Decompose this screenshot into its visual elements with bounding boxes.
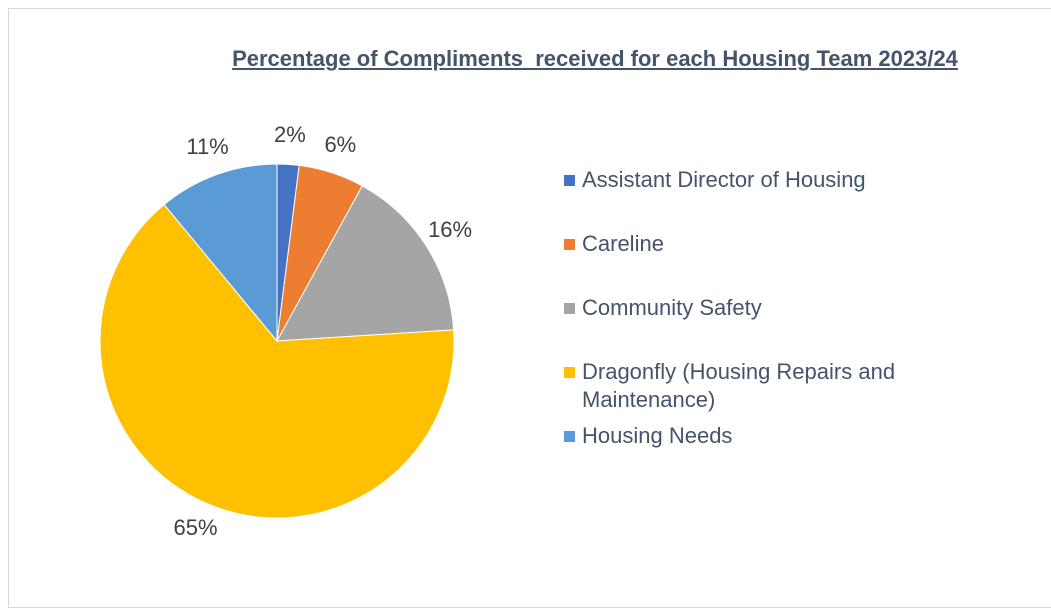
legend-item: Dragonfly (Housing Repairs and Maintenan… (564, 358, 964, 414)
data-label: 16% (428, 217, 472, 242)
chart-title: Percentage of Compliments received for e… (232, 46, 958, 71)
legend-swatch (564, 303, 575, 314)
legend-swatch (564, 367, 575, 378)
legend-item: Housing Needs (564, 422, 964, 450)
legend-item: Community Safety (564, 294, 964, 322)
pie-slice (163, 163, 278, 343)
legend-label: Careline (582, 231, 664, 256)
data-label: 6% (324, 132, 356, 157)
legend-item: Careline (564, 230, 964, 258)
legend-label: Housing Needs (582, 423, 733, 448)
pie-slice (99, 203, 455, 519)
legend-swatch (564, 239, 575, 250)
legend-swatch (564, 175, 575, 186)
legend-label: Dragonfly (Housing Repairs and Maintenan… (582, 359, 896, 412)
pie-slice (276, 185, 455, 342)
data-label: 65% (174, 515, 218, 540)
legend-swatch (564, 431, 575, 442)
data-label: 11% (186, 134, 228, 159)
legend-label: Community Safety (582, 295, 762, 320)
data-label: 2% (274, 122, 306, 147)
legend-label: Assistant Director of Housing (582, 167, 866, 192)
legend-item: Assistant Director of Housing (564, 166, 964, 194)
